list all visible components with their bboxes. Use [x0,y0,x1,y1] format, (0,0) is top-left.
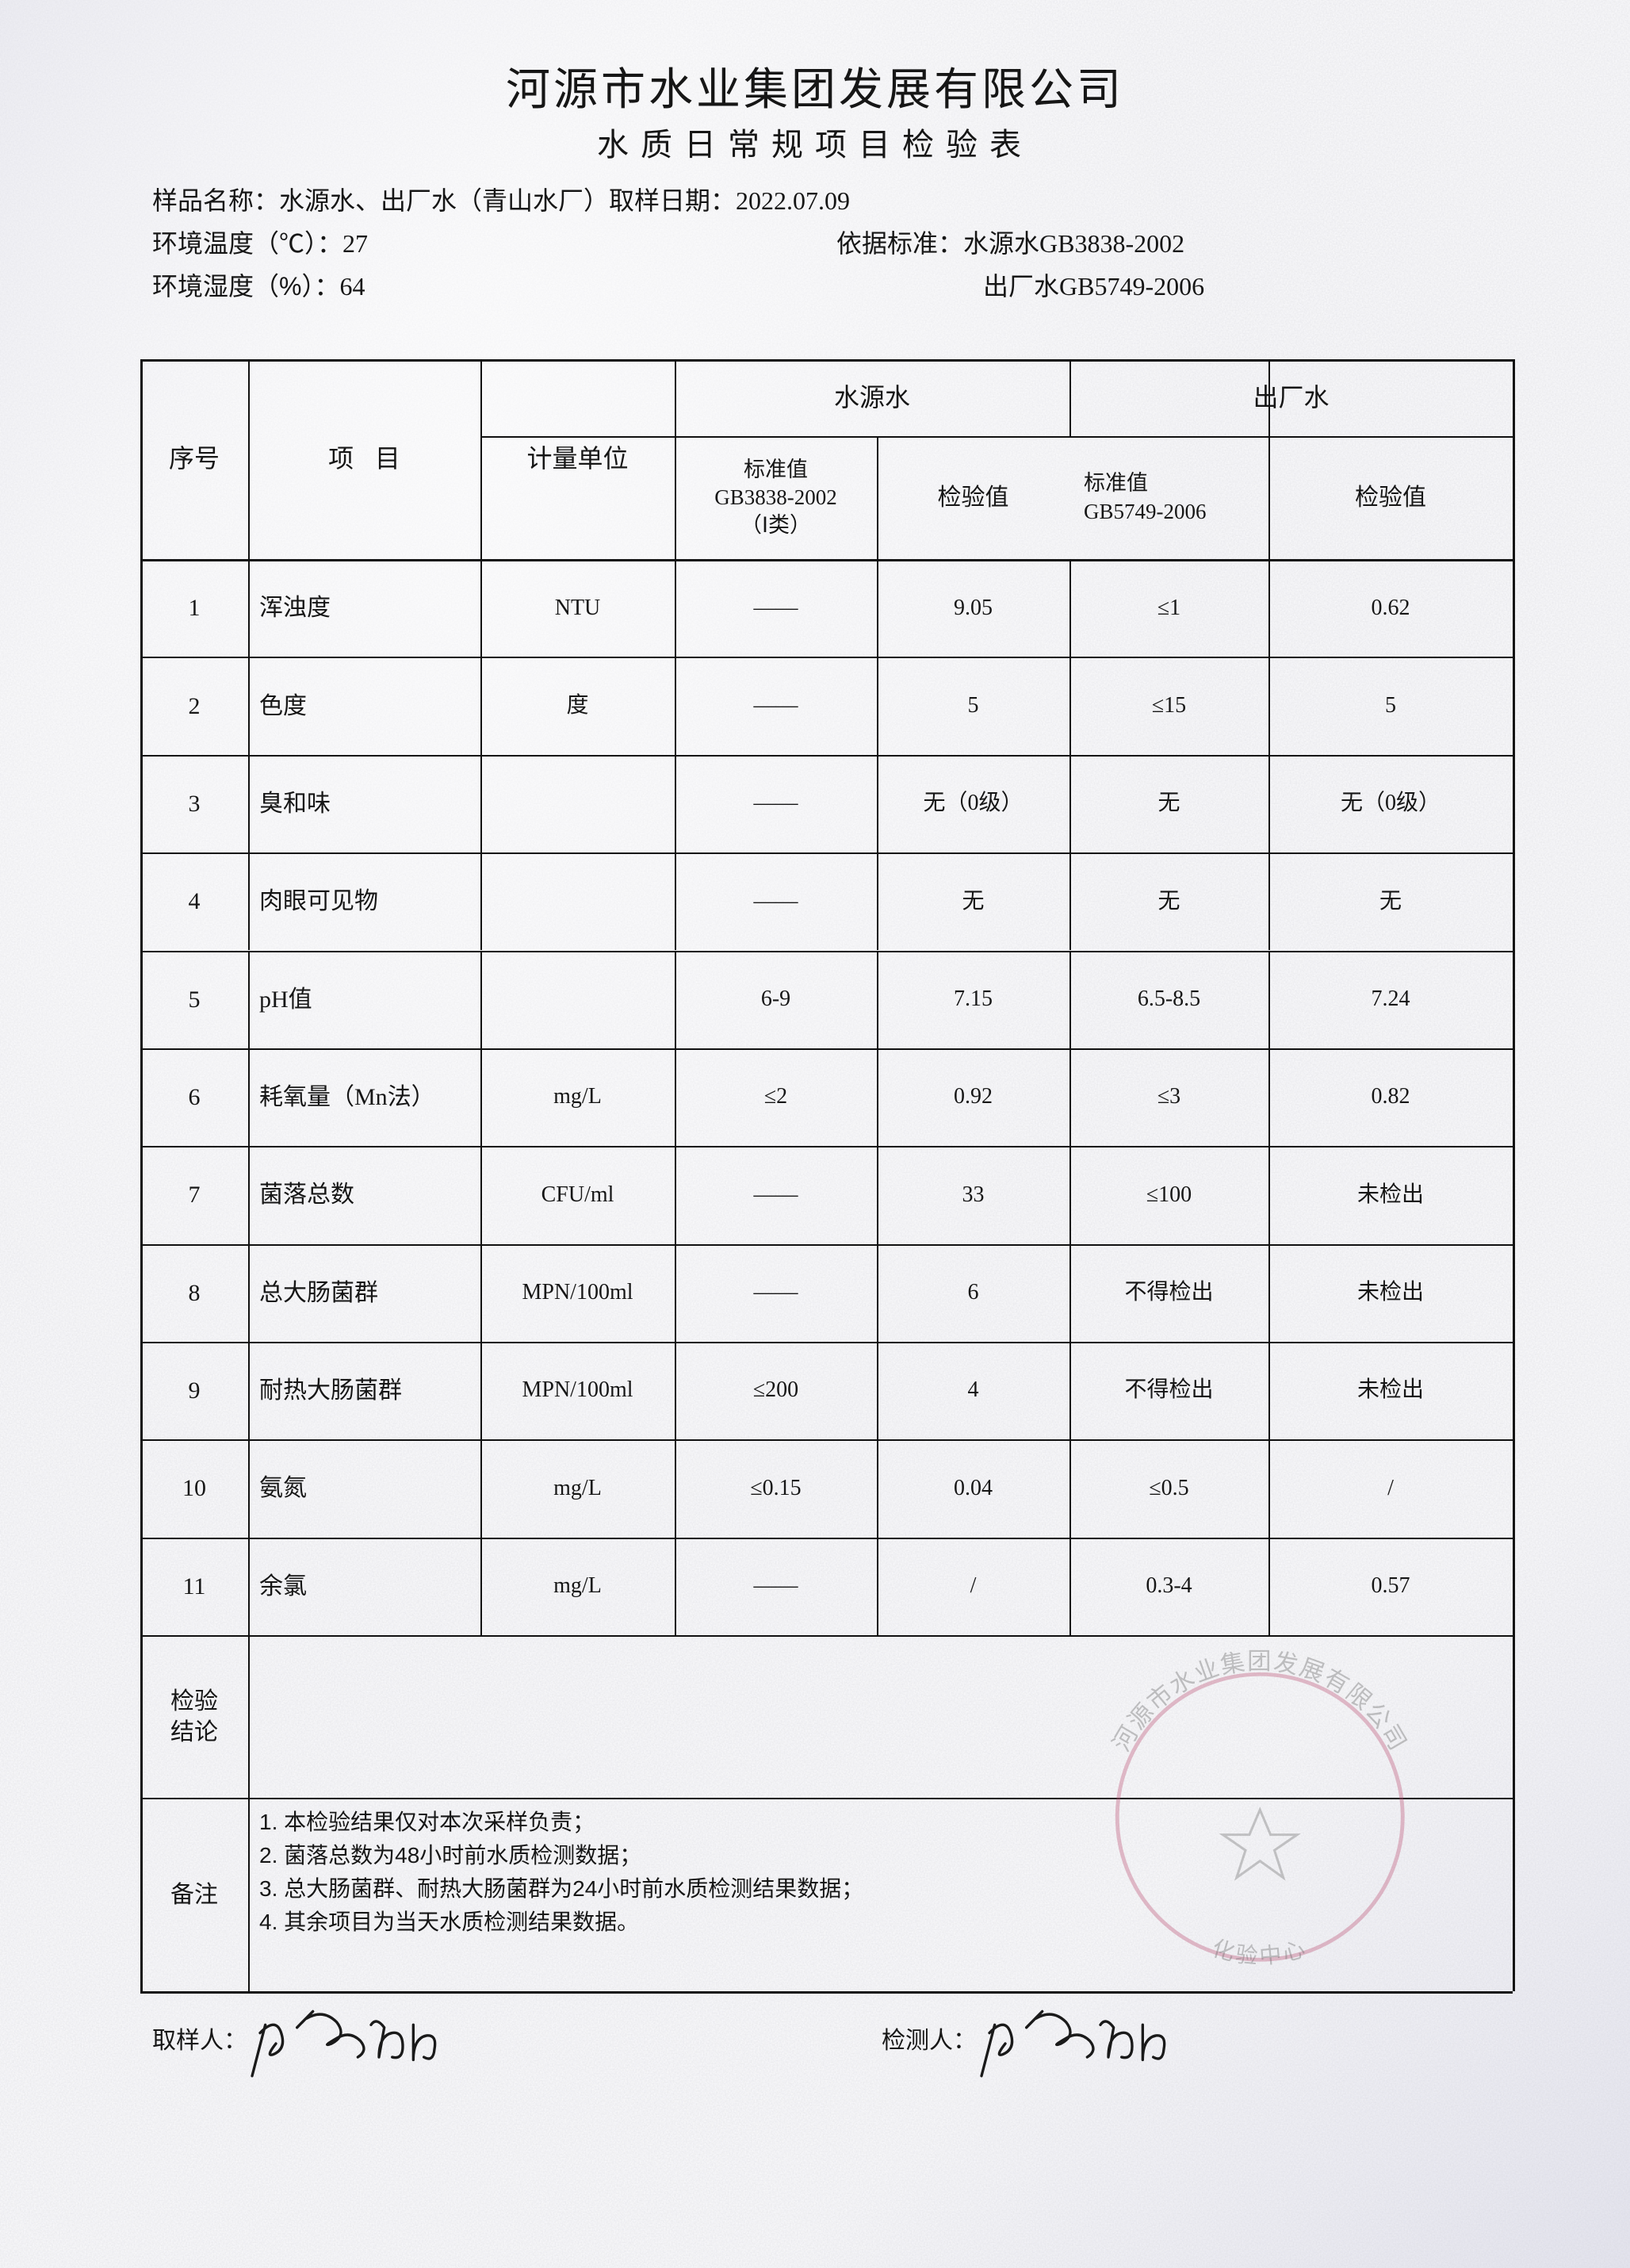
svg-text:化验中心: 化验中心 [1210,1936,1311,1969]
svg-text:河源市水业集团发展有限公司: 河源市水业集团发展有限公司 [1108,1648,1412,1756]
